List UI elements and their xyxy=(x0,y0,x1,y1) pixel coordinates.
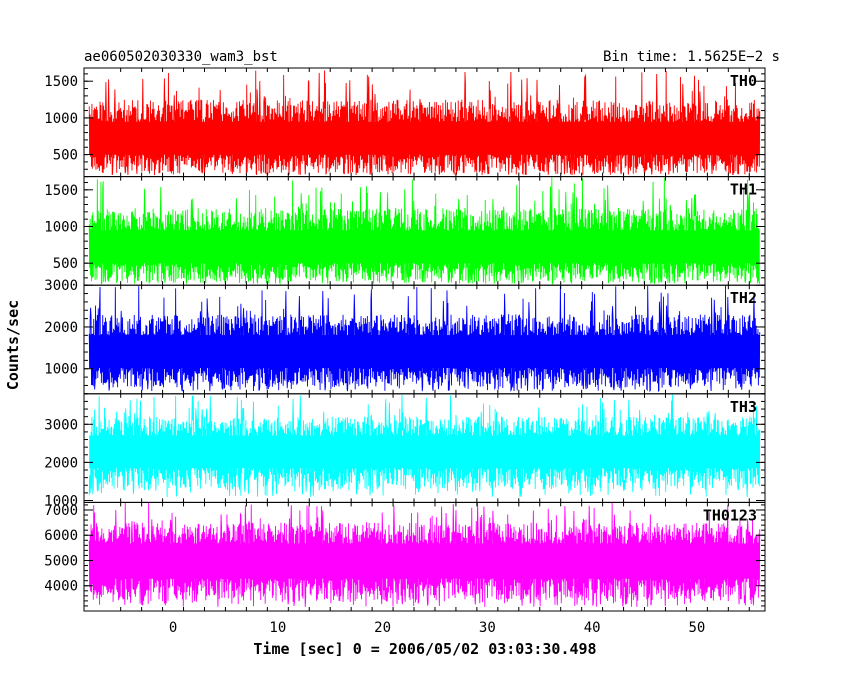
y-tick-label: 1000 xyxy=(44,111,78,127)
chart-subtitle: Bin time: 1.5625E−2 s xyxy=(603,49,780,65)
series-core-th2 xyxy=(89,335,760,369)
x-tick-label: 20 xyxy=(374,620,391,636)
panel-frame xyxy=(83,501,766,612)
y-tick-label: 3000 xyxy=(44,417,78,433)
y-tick-label: 7000 xyxy=(44,503,78,519)
y-tick-label: 1000 xyxy=(44,219,78,235)
panel-th1: 500 1000 1500 TH1 xyxy=(44,176,766,286)
panel-th2: 1000 2000 3000 TH2 xyxy=(44,278,766,395)
x-tick-label: 40 xyxy=(584,620,601,636)
x-tick-label: 50 xyxy=(688,620,705,636)
y-tick-label: 6000 xyxy=(44,528,78,544)
x-tick-label: 0 xyxy=(169,620,177,636)
panel-label-th3: TH3 xyxy=(730,398,757,416)
y-tick-label: 2000 xyxy=(44,320,78,336)
panel-label-th0: TH0 xyxy=(730,72,757,90)
series-core-th1 xyxy=(89,230,760,264)
panel-th0123: 4000 5000 6000 7000 TH0123 xyxy=(44,501,766,612)
y-tick-label: 1500 xyxy=(44,74,78,90)
y-tick-label: 500 xyxy=(53,148,78,164)
panel-label-th0123: TH0123 xyxy=(703,506,757,524)
series-line-th1 xyxy=(88,176,761,286)
panel-label-th2: TH2 xyxy=(730,289,757,307)
y-tick-label: 1000 xyxy=(44,493,78,509)
series-core-th0123 xyxy=(89,543,760,579)
x-tick-label: 30 xyxy=(479,620,496,636)
panel-th0: 500 1000 1500 TH0 xyxy=(44,67,766,178)
y-axis-label: Counts/sec xyxy=(4,300,22,390)
y-tick-label: 5000 xyxy=(44,553,78,569)
panel-th3: 1000 2000 3000 TH3 xyxy=(44,393,766,509)
y-tick-label: 4000 xyxy=(44,579,78,595)
series-core-th3 xyxy=(89,435,760,469)
x-axis-label: Time [sec] 0 = 2006/05/02 03:03:30.498 xyxy=(253,640,596,658)
chart-title: ae060502030330_wam3_bst xyxy=(84,49,278,65)
x-tick-label: 10 xyxy=(269,620,286,636)
y-tick-label: 3000 xyxy=(44,278,78,294)
y-tick-label: 2000 xyxy=(44,455,78,471)
series-core-th0 xyxy=(89,121,760,155)
y-tick-label: 1500 xyxy=(44,183,78,199)
y-tick-label: 1000 xyxy=(44,362,78,378)
panel-label-th1: TH1 xyxy=(730,181,757,199)
y-tick-label: 500 xyxy=(53,256,78,272)
